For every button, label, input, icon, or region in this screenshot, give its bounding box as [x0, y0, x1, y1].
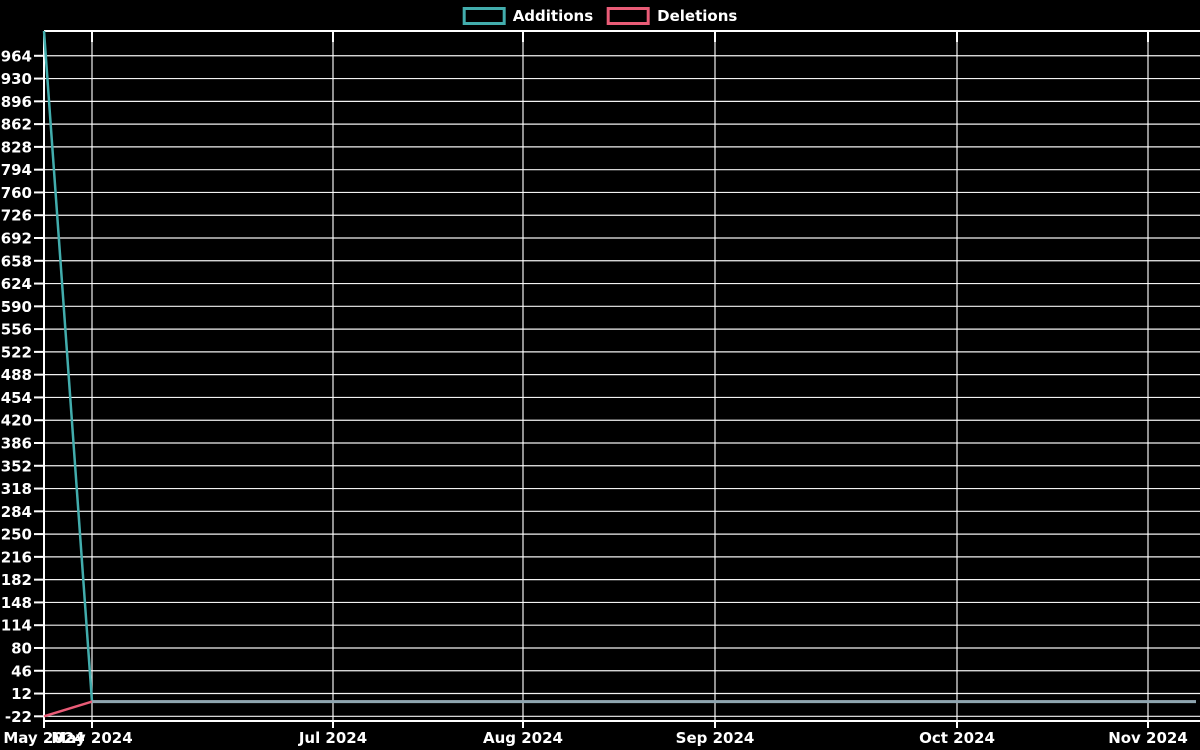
y-tick-label: 964: [1, 47, 32, 65]
y-tick-label: 930: [1, 70, 32, 88]
legend-item-additions: Additions: [462, 7, 594, 25]
x-tick-label: May 2024: [3, 729, 84, 747]
x-tick-label: Oct 2024: [919, 729, 995, 747]
x-tick-label: Aug 2024: [483, 729, 563, 747]
y-tick-label: 862: [1, 116, 32, 134]
legend-label-additions: Additions: [512, 7, 594, 25]
y-tick-label: 114: [1, 617, 32, 635]
y-tick-label: 828: [1, 138, 32, 156]
y-tick-label: 182: [1, 571, 32, 589]
y-tick-label: 46: [11, 662, 32, 680]
additions-swatch-icon: [462, 7, 506, 25]
y-tick-label: 216: [1, 548, 32, 566]
y-tick-label: -22: [5, 708, 32, 726]
y-tick-label: 420: [1, 412, 32, 430]
y-tick-label: 352: [1, 457, 32, 475]
series-line-additions: [42, 30, 1196, 703]
y-tick-label: 284: [1, 503, 32, 521]
y-tick-label: 896: [1, 93, 32, 111]
y-tick-label: 522: [1, 343, 32, 361]
x-tick-label: May 2024: [51, 729, 132, 747]
y-tick-label: 624: [1, 275, 32, 293]
y-tick-label: 148: [1, 594, 32, 612]
y-tick-label: 726: [1, 207, 32, 225]
x-tick-label: Sep 2024: [676, 729, 755, 747]
y-tick-label: 658: [1, 252, 32, 270]
y-tick-label: 760: [1, 184, 32, 202]
y-tick-label: 692: [1, 230, 32, 248]
y-tick-label: 794: [1, 161, 32, 179]
x-tick-label: Jul 2024: [298, 729, 367, 747]
legend-label-deletions: Deletions: [657, 7, 738, 25]
y-tick-label: 318: [1, 480, 32, 498]
y-tick-label: 556: [1, 321, 32, 339]
series-line-deletions: [43, 700, 1196, 718]
y-tick-label: 12: [11, 685, 32, 703]
legend: Additions Deletions: [462, 7, 737, 25]
legend-item-deletions: Deletions: [607, 7, 737, 25]
y-tick-label: 454: [1, 389, 32, 407]
y-tick-label: 80: [11, 639, 32, 657]
y-tick-label: 250: [1, 526, 32, 544]
deletions-swatch-icon: [607, 7, 651, 25]
x-tick-label: Nov 2024: [1108, 729, 1188, 747]
y-tick-label: 590: [1, 298, 32, 316]
y-tick-label: 488: [1, 366, 32, 384]
y-tick-label: 386: [1, 434, 32, 452]
